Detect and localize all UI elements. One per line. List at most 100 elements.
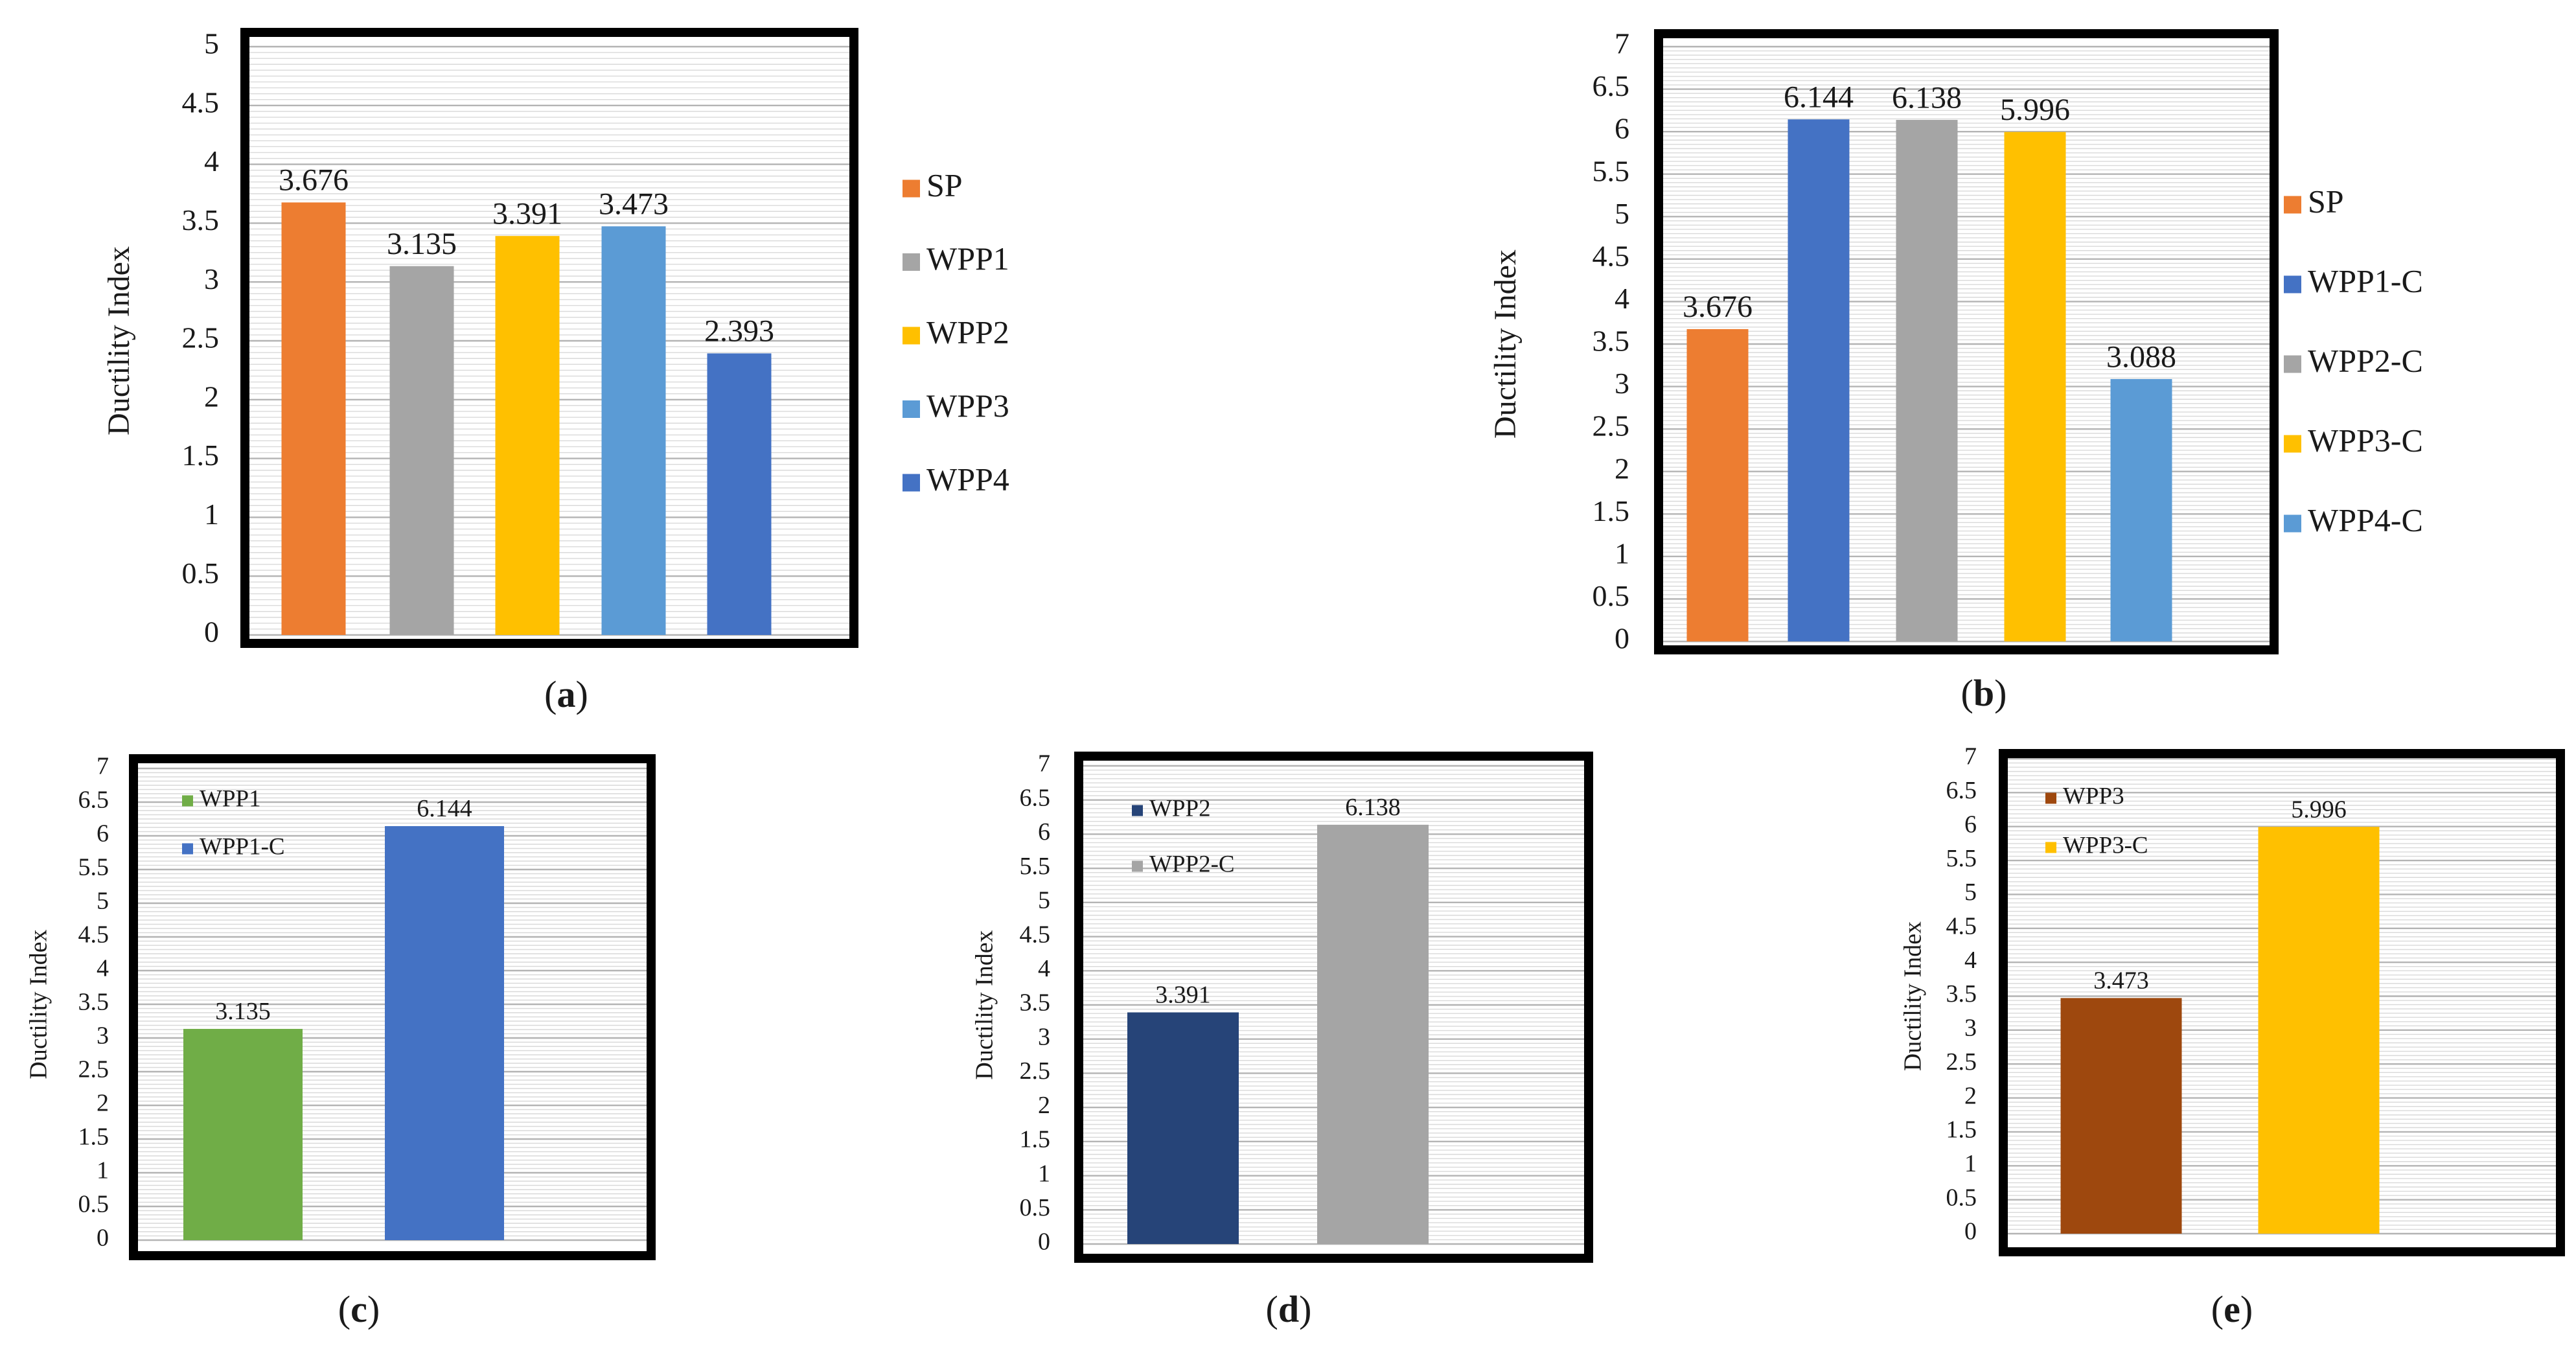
y-tick-label: 6.5 <box>78 787 109 814</box>
legend-swatch <box>2284 196 2301 214</box>
y-tick-label: 5 <box>204 27 219 60</box>
y-tick-label: 4 <box>1964 947 1977 974</box>
chart-panel-5: 0 0.5 1 1.5 2 2.5 3 3.5 4 4.5 5 5.5 6 6.5 7 Ductility I… <box>1900 743 2565 1330</box>
caption-paren: ( <box>1961 672 1973 714</box>
y-tick-label: 4.5 <box>1946 913 1977 940</box>
legend-label: SP <box>926 167 963 203</box>
legend-swatch <box>903 327 920 345</box>
y-tick-label: 0 <box>204 616 219 649</box>
y-tick-label: 1.5 <box>1020 1126 1051 1153</box>
y-tick-label: 6 <box>1964 811 1977 838</box>
y-tick-label: 2 <box>1615 452 1629 485</box>
data-label: 6.144 <box>1784 80 1854 115</box>
y-tick-label: 1.5 <box>78 1124 109 1151</box>
y-tick-label: 3 <box>204 262 219 295</box>
legend-label: WPP3 <box>926 387 1009 424</box>
y-tick-label: 5.5 <box>78 854 109 881</box>
y-tick-label: 3 <box>1038 1023 1050 1050</box>
chart-panel-4: 0 0.5 1 1.5 2 2.5 3 3.5 4 4.5 5 5.5 6 6.5 7 Ductility I… <box>971 750 1593 1330</box>
y-tick-label: 5 <box>1964 879 1977 906</box>
bar-wpp1-c <box>1788 119 1850 641</box>
bar-wpp4 <box>707 353 772 635</box>
y-tick-label: 1 <box>204 498 219 531</box>
caption-letter: c <box>351 1288 367 1330</box>
caption-paren: ) <box>2240 1288 2253 1330</box>
legend-swatch <box>903 474 920 492</box>
legend-swatch <box>2284 355 2301 373</box>
data-label: 2.393 <box>704 314 774 349</box>
data-label: 6.138 <box>1892 80 1962 115</box>
y-axis-label: Ductility Index <box>1488 249 1523 439</box>
y-axis-label: Ductility Index <box>102 246 136 435</box>
y-axis-label: Ductility Index <box>971 930 998 1079</box>
y-tick-label: 6 <box>1615 112 1629 145</box>
data-label: 5.996 <box>2291 796 2347 823</box>
y-tick-label: 4 <box>1615 282 1629 315</box>
plot-background <box>1659 34 2274 650</box>
data-label: 6.144 <box>417 795 472 822</box>
legend-label: WPP1 <box>926 240 1009 277</box>
legend-label: WPP1-C <box>2308 262 2423 299</box>
data-label: 3.088 <box>2106 340 2176 374</box>
caption-paren: ) <box>1299 1288 1311 1330</box>
legend-swatch <box>2045 842 2056 853</box>
legend-swatch <box>903 179 920 198</box>
y-tick-label: 3.5 <box>1593 325 1630 358</box>
y-tick-label: 1.5 <box>182 439 220 472</box>
legend-swatch <box>2284 275 2301 294</box>
caption-paren: ) <box>576 673 588 715</box>
panel-caption: (d) <box>1266 1288 1312 1330</box>
y-tick-label: 3 <box>1615 367 1629 400</box>
y-tick-label: 1 <box>1964 1150 1977 1177</box>
bar-wpp2-c <box>1896 120 1958 641</box>
y-tick-label: 5 <box>1615 197 1629 230</box>
y-tick-label: 4 <box>97 955 109 982</box>
bar-wpp1 <box>389 266 454 636</box>
y-tick-label: 0.5 <box>78 1191 109 1218</box>
data-label: 3.676 <box>279 163 349 198</box>
bar-wpp2 <box>1127 1012 1239 1244</box>
legend: WPP3 WPP3-C <box>2045 783 2148 859</box>
y-tick-label: 1 <box>97 1157 109 1184</box>
panel-caption: (c) <box>338 1288 380 1330</box>
y-tick-label: 5 <box>1038 887 1050 914</box>
y-tick-label: 2 <box>1038 1092 1050 1119</box>
y-tick-label: 2 <box>1964 1082 1977 1109</box>
panel-caption: (e) <box>2211 1288 2253 1330</box>
legend-label: WPP2 <box>926 314 1009 350</box>
y-tick-label: 0.5 <box>1020 1194 1051 1221</box>
y-tick-label: 2 <box>204 380 219 413</box>
y-tick-label: 1.5 <box>1593 494 1630 527</box>
legend-swatch <box>182 843 193 855</box>
y-tick-label: 5.5 <box>1946 845 1977 872</box>
y-axis-label: Ductility Index <box>1900 921 1927 1071</box>
y-tick-label: 3 <box>1964 1015 1977 1042</box>
data-label: 3.135 <box>387 227 457 261</box>
y-tick-label: 5 <box>97 888 109 915</box>
legend-swatch <box>1132 860 1143 872</box>
legend: SP WPP1 WPP2 WPP3 WPP4 <box>903 167 1009 497</box>
panel-caption: (b) <box>1961 672 2007 714</box>
y-tick-label: 3.5 <box>1946 980 1977 1008</box>
y-tick-label: 3.5 <box>182 203 220 236</box>
data-label: 3.473 <box>2093 967 2149 994</box>
chart-panel-2: 0 0.5 1 1.5 2 2.5 3 3.5 4 4.5 5 5.5 6 6.5 7 Ductility I… <box>1488 27 2423 714</box>
legend-swatch <box>2284 514 2301 533</box>
caption-paren: ( <box>338 1288 351 1330</box>
legend-label: WPP2 <box>1149 795 1211 822</box>
y-tick-label: 6 <box>97 820 109 847</box>
chart-panel-1: 0 0.5 1 1.5 2 2.5 3 3.5 4 4.5 5 Ductility Index 3.67… <box>102 27 1009 715</box>
caption-paren: ( <box>2211 1288 2224 1330</box>
plot-frame <box>1654 29 2279 654</box>
y-tick-label: 5.5 <box>1020 853 1051 880</box>
y-tick-label: 3.5 <box>78 989 109 1016</box>
y-tick-label: 0 <box>1615 622 1629 655</box>
y-tick-label: 4 <box>1038 955 1050 982</box>
data-label: 3.473 <box>599 187 669 222</box>
plot-frame <box>1074 752 1593 1263</box>
y-tick-label: 1.5 <box>1946 1116 1977 1144</box>
legend-label: WPP3 <box>2063 783 2124 809</box>
legend-swatch <box>2045 792 2056 804</box>
legend-label: WPP3-C <box>2308 422 2423 458</box>
legend-label: WPP1-C <box>200 833 285 860</box>
